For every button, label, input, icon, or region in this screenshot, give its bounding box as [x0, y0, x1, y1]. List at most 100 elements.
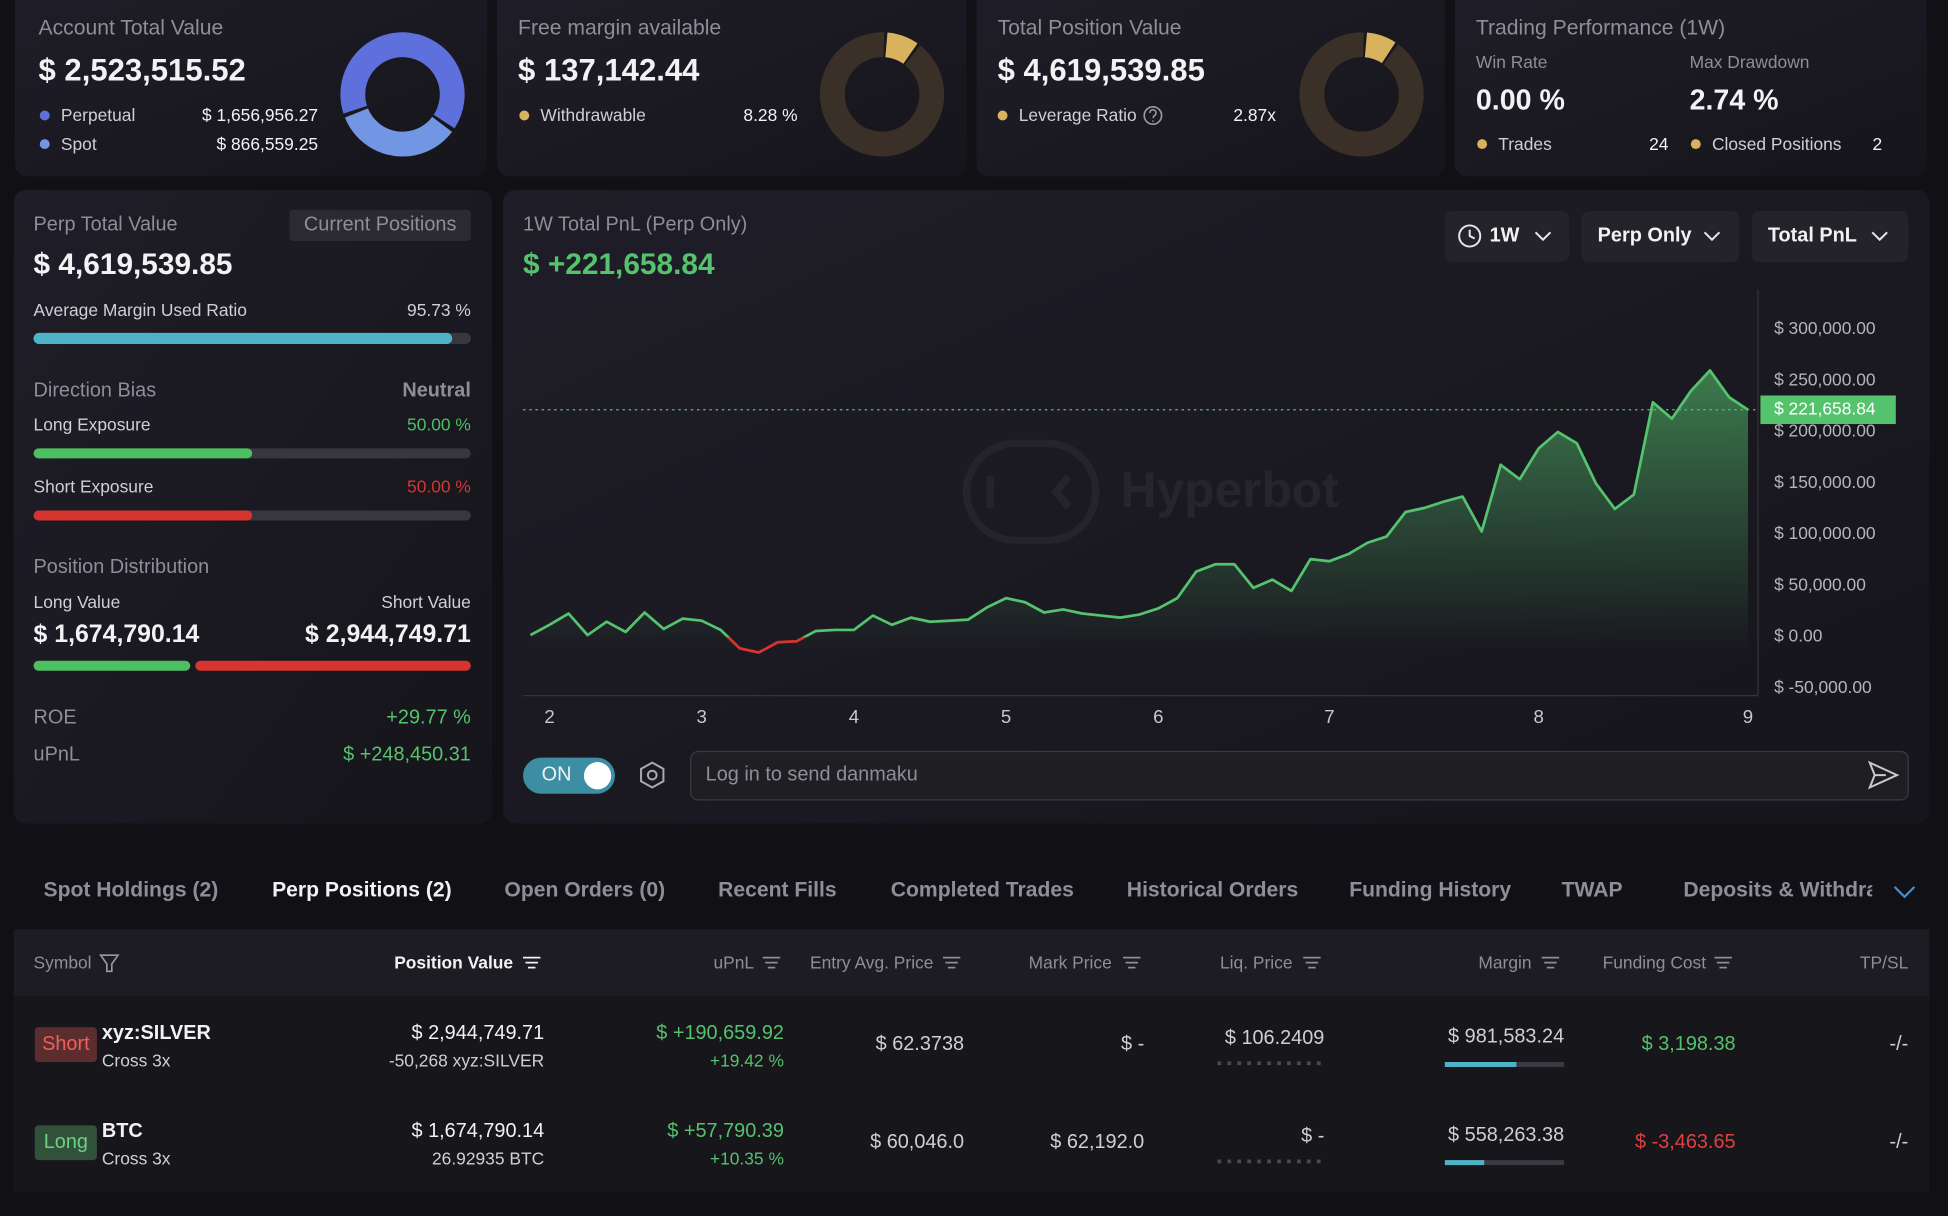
label: BTC: [101, 1120, 143, 1142]
column-header[interactable]: Funding Cost: [1602, 952, 1707, 973]
label: $ 1,674,790.14: [33, 621, 200, 649]
label: 2.74 %: [1689, 83, 1779, 116]
label: Position Distribution: [33, 556, 210, 579]
table-body: [13, 996, 1930, 1193]
tab[interactable]: Perp Positions (2): [272, 877, 452, 902]
label: Withdrawable: [540, 105, 646, 125]
legend-dot: [39, 139, 50, 150]
tab[interactable]: Completed Trades: [890, 877, 1074, 902]
y-tick-label: $ 200,000.00: [1774, 421, 1875, 441]
label: Cross 3x: [101, 1050, 171, 1071]
label: Spot: [60, 133, 97, 154]
label: Perp Total Value: [33, 214, 178, 236]
x-tick-label: 6: [1153, 706, 1163, 727]
area: [530, 370, 1748, 696]
column-header[interactable]: TP/SL: [1859, 952, 1909, 973]
label: $ 981,583.24: [1448, 1026, 1565, 1048]
label: Max Drawdown: [1689, 51, 1810, 72]
column-header[interactable]: Mark Price: [1028, 952, 1112, 973]
card: [1454, 0, 1927, 177]
card-value: $ 137,142.44: [518, 53, 700, 89]
column-header[interactable]: Liq. Price: [1219, 952, 1293, 973]
x-tick-label: 3: [697, 706, 707, 727]
label: Neutral: [402, 380, 471, 402]
label: $ 4,619,539.85: [33, 247, 233, 282]
x-tick-label: 7: [1324, 706, 1334, 727]
card-title: Total Position Value: [997, 15, 1182, 40]
label: $ 106.2409: [1224, 1027, 1325, 1049]
send-icon[interactable]: [1867, 760, 1900, 790]
dropdown-label[interactable]: Total PnL: [1767, 225, 1857, 247]
x-tick-label: 9: [1743, 706, 1753, 727]
bar-fill: [33, 448, 253, 459]
dropdown[interactable]: [1581, 211, 1740, 263]
help-icon[interactable]: [1143, 106, 1163, 126]
text-input[interactable]: [690, 750, 1909, 801]
label: Short Value: [381, 591, 471, 612]
card-title: Trading Performance (1W): [1475, 15, 1726, 40]
x-tick-label: 4: [849, 706, 859, 727]
bar-fill: [33, 332, 453, 345]
tab[interactable]: Open Orders (0): [504, 877, 666, 902]
toggle-label[interactable]: ON: [541, 764, 572, 786]
label: Win Rate: [1475, 51, 1548, 72]
tab[interactable]: Deposits & Withdrawals: [1683, 877, 1872, 902]
column-header[interactable]: Entry Avg. Price: [810, 952, 934, 973]
tabs-more[interactable]: [1893, 886, 1916, 899]
tab[interactable]: TWAP: [1561, 877, 1623, 902]
donut-segment: [344, 107, 453, 157]
label: $ -3,463.65: [1634, 1132, 1736, 1154]
label: $ +248,450.31: [343, 744, 471, 766]
label: Direction Bias: [33, 380, 157, 402]
dropdown[interactable]: [1751, 211, 1909, 263]
card-value: $ 4,619,539.85: [997, 53, 1205, 89]
label: 2.87x: [1233, 105, 1276, 125]
label: Short Exposure: [33, 476, 154, 497]
dropdown-label[interactable]: Perp Only: [1597, 225, 1692, 247]
donut-segment: [1364, 32, 1396, 64]
column-header[interactable]: Symbol: [33, 952, 92, 973]
label: $ 558,263.38: [1448, 1124, 1565, 1146]
column-header[interactable]: Position Value: [394, 952, 514, 973]
y-tick-label: $ 250,000.00: [1774, 369, 1875, 389]
label: 2: [1872, 133, 1883, 154]
chart-title: 1W Total PnL (Perp Only): [523, 214, 748, 236]
side-badge: [34, 1027, 97, 1062]
x-tick-label: 2: [544, 706, 554, 727]
column-header[interactable]: Margin: [1478, 952, 1532, 973]
dropdown-label[interactable]: 1W: [1489, 225, 1520, 247]
label: ROE: [33, 707, 77, 729]
label: $ +190,659.92: [656, 1022, 784, 1044]
settings-icon[interactable]: [640, 761, 665, 789]
dropdown[interactable]: [1444, 211, 1570, 263]
label: $ 62.3738: [875, 1033, 965, 1056]
label: $ -: [1121, 1033, 1145, 1056]
label: Leverage Ratio: [1018, 105, 1137, 125]
button[interactable]: [289, 209, 471, 241]
margin-fill: [1444, 1160, 1485, 1166]
label: Long Value: [33, 591, 121, 612]
tab[interactable]: Historical Orders: [1126, 877, 1299, 902]
label: 50.00 %: [407, 476, 471, 497]
watermark: Hyperbot: [1120, 463, 1339, 518]
margin-track: [1444, 1160, 1565, 1166]
current-value-label: $ 221,658.84: [1774, 398, 1876, 418]
label: xyz:SILVER: [101, 1022, 211, 1044]
label: $ 62,192.0: [1050, 1132, 1145, 1154]
tab[interactable]: Recent Fills: [718, 877, 837, 902]
table-header: [13, 929, 1930, 997]
margin-fill: [1444, 1061, 1517, 1067]
tab[interactable]: Spot Holdings (2): [43, 877, 219, 902]
label: +29.77 %: [386, 707, 471, 729]
donut-track: [820, 32, 945, 157]
button-label[interactable]: Current Positions: [303, 214, 457, 236]
y-tick-label: $ -50,000.00: [1774, 677, 1872, 697]
label: Cross 3x: [101, 1148, 171, 1169]
tab[interactable]: Funding History: [1349, 877, 1512, 902]
label: -50,268 xyz:SILVER: [388, 1050, 545, 1071]
filter-icon[interactable]: [99, 954, 120, 973]
current-value-box: [1760, 395, 1896, 425]
column-header[interactable]: uPnL: [713, 952, 755, 973]
bar-fill: [195, 660, 471, 671]
